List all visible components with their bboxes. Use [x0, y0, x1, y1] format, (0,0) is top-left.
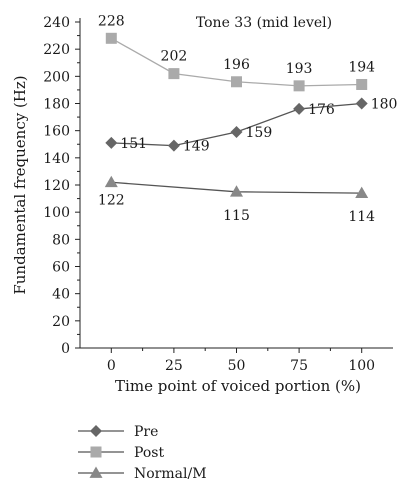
data-point: [293, 80, 305, 92]
y-tick-label: 60: [52, 260, 70, 276]
y-tick-label: 140: [43, 151, 70, 167]
data-point: [293, 102, 306, 115]
data-point: [355, 97, 368, 110]
chart-title: Tone 33 (mid level): [196, 15, 332, 31]
legend: Pre Post Normal/M: [78, 424, 207, 482]
data-label: 176: [308, 102, 335, 118]
data-point: [105, 32, 117, 44]
series-layer: [104, 32, 369, 199]
data-point: [231, 76, 242, 88]
y-tick-label: 0: [61, 341, 70, 357]
y-tick-label: 80: [52, 232, 70, 248]
legend-label: Pre: [134, 424, 158, 440]
data-label: 194: [348, 59, 375, 75]
data-point: [168, 68, 180, 80]
axes: 0 20 40 60 80 100 120 140 160 180 200 220 240 0 25 50 75…: [43, 15, 393, 374]
y-axis-title: Fundamental frequency (Hz): [11, 75, 29, 294]
data-label: 196: [223, 57, 250, 73]
x-tick-label: 75: [290, 358, 308, 374]
y-tick-label: 160: [43, 124, 70, 140]
legend-marker: [89, 466, 103, 478]
x-axis-title: Time point of voiced portion (%): [115, 377, 361, 395]
data-label: 202: [161, 49, 188, 65]
legend-label: Post: [134, 445, 164, 461]
x-tick-label: 25: [165, 358, 183, 374]
data-point: [230, 126, 243, 139]
legend-label: Normal/M: [134, 466, 207, 482]
data-label: 149: [183, 139, 210, 155]
data-label: 114: [348, 209, 375, 225]
data-point: [230, 185, 243, 197]
y-tick-label: 20: [52, 314, 70, 330]
data-label: 180: [371, 97, 398, 113]
legend-marker: [90, 425, 102, 437]
y-tick-label: 240: [43, 15, 70, 31]
data-point: [356, 78, 368, 90]
data-label: 122: [98, 192, 125, 208]
data-point: [167, 139, 180, 152]
y-tick-label: 200: [43, 69, 70, 85]
data-label: 159: [246, 125, 273, 141]
x-tick-label: 0: [107, 358, 116, 374]
data-point: [355, 186, 369, 199]
data-point: [104, 175, 118, 188]
x-tick-label: 100: [348, 358, 375, 374]
data-label: 228: [98, 13, 125, 29]
y-tick-label: 220: [43, 42, 70, 58]
y-tick-label: 40: [52, 287, 70, 303]
data-label: 115: [223, 208, 250, 224]
y-tick-label: 180: [43, 97, 70, 113]
x-tick-label: 50: [228, 358, 246, 374]
data-labels: 151 149 159 176 180 228 202 196 193 194 122 115 114: [98, 13, 398, 225]
legend-marker: [90, 446, 102, 458]
data-label: 193: [286, 61, 313, 77]
y-tick-label: 100: [43, 205, 70, 221]
data-label: 151: [120, 136, 147, 152]
data-point: [105, 136, 118, 149]
y-tick-label: 120: [43, 178, 70, 194]
